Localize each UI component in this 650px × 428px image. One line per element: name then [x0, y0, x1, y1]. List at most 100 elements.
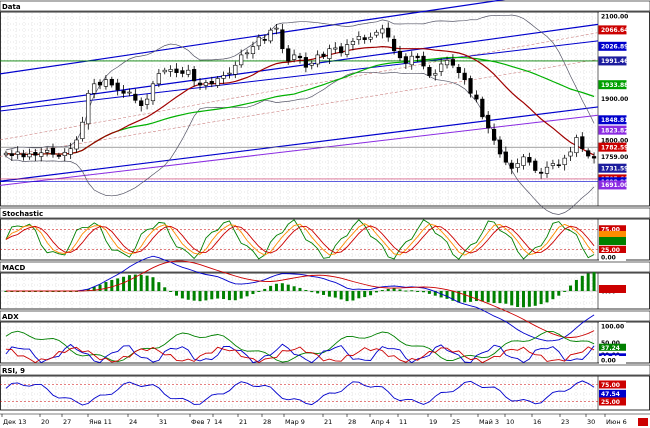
- x-tick-label: Мар 9: [285, 418, 305, 426]
- candle-body: [397, 50, 403, 59]
- candle-body: [374, 31, 379, 36]
- candle-body: [450, 59, 456, 66]
- price-label: 1933.88: [601, 82, 628, 89]
- macd-histogram-bar: [580, 275, 584, 291]
- macd-histogram-bar: [463, 291, 467, 303]
- candle-body: [86, 93, 91, 125]
- x-tick-label: 27: [63, 418, 71, 426]
- macd-histogram-bar: [222, 291, 226, 300]
- candle-body: [515, 163, 520, 168]
- macd-histogram-bar: [98, 284, 102, 291]
- candle-body: [250, 46, 256, 54]
- panel-title-bar: [0, 364, 650, 376]
- x-tick-label: 21: [239, 418, 247, 426]
- x-tick-label: 16: [533, 418, 541, 426]
- macd-histogram-bar: [27, 291, 31, 292]
- macd-histogram-bar: [427, 291, 431, 294]
- x-tick-label: 14: [214, 418, 222, 426]
- candle-body: [550, 163, 555, 166]
- macd-histogram-bar: [69, 291, 73, 292]
- price-label: 1823.82: [601, 127, 628, 134]
- macd-histogram-bar: [169, 291, 173, 292]
- candle-body: [15, 151, 20, 155]
- candle-body: [474, 94, 479, 100]
- adx-label: 0.00: [601, 357, 616, 364]
- price-label: 1782.59: [601, 144, 628, 151]
- candle-body: [509, 162, 514, 169]
- macd-histogram-bar: [45, 291, 49, 292]
- trend-channel-mid: [0, 23, 599, 108]
- corner-marker: [638, 418, 648, 426]
- macd-histogram-bar: [333, 291, 337, 298]
- candle-body: [591, 156, 597, 159]
- adx-line: [5, 330, 595, 363]
- candle-body: [168, 69, 173, 72]
- macd-histogram-bar: [422, 291, 426, 293]
- x-tick-label: Май 3: [479, 418, 499, 426]
- candle-body: [491, 128, 497, 141]
- candle-body: [580, 136, 585, 149]
- candle-body: [174, 68, 179, 73]
- stochastic-badge: [599, 245, 626, 254]
- candle-body: [162, 69, 167, 73]
- macd-histogram-bar: [233, 291, 237, 301]
- candle-body: [144, 98, 150, 105]
- macd-histogram-bar: [327, 291, 331, 297]
- candle-body: [574, 137, 579, 154]
- macd-histogram-bar: [245, 291, 249, 297]
- candle-body: [74, 139, 79, 150]
- macd-histogram-bar: [145, 275, 149, 291]
- macd-badge: [599, 285, 626, 293]
- price-label: 1800.00: [601, 137, 628, 144]
- price-badge: [598, 115, 627, 125]
- macd-histogram-bar: [257, 291, 261, 292]
- price-badge: [598, 25, 627, 35]
- candle-body: [486, 114, 491, 129]
- macd-histogram-bar: [586, 273, 590, 291]
- macd-histogram-bar: [310, 291, 314, 293]
- macd-line: [5, 255, 595, 342]
- macd-histogram-bar: [192, 291, 196, 301]
- panel-rsi: RSI, 9: [0, 364, 650, 411]
- panel-title: MACD: [2, 264, 26, 272]
- candle-body: [221, 75, 226, 79]
- candle-body: [115, 82, 120, 91]
- macd-histogram-bar: [316, 291, 320, 294]
- candle-body: [427, 67, 432, 76]
- x-tick-label: Янв 11: [89, 418, 112, 426]
- macd-histogram-bar: [298, 287, 302, 291]
- stochastic-label: 0.00: [601, 254, 616, 261]
- macd-histogram-bar: [357, 291, 361, 299]
- rsi-badge: [599, 380, 626, 389]
- macd-histogram-bar: [4, 291, 8, 292]
- candle-body: [3, 152, 9, 156]
- macd-histogram-bar: [304, 289, 308, 291]
- candle-body: [544, 166, 550, 174]
- candle-body: [239, 54, 244, 66]
- price-label: 2026.89: [601, 44, 628, 51]
- adx-label: 100.00: [601, 323, 624, 330]
- trend-dotted-1: [0, 32, 599, 141]
- macd-histogram-bar: [416, 291, 420, 292]
- candle-body: [133, 93, 138, 101]
- macd-histogram-bar: [286, 284, 290, 291]
- price-badge: [599, 135, 626, 144]
- x-tick-label: 11: [399, 418, 407, 426]
- bollinger-upper: [5, 14, 595, 151]
- macd-histogram-bar: [533, 291, 537, 306]
- candle-body: [45, 149, 50, 153]
- candle-body: [197, 82, 203, 86]
- candle-body: [139, 100, 144, 106]
- macd-histogram-bar: [563, 290, 567, 292]
- macd-histogram-bar: [180, 291, 184, 299]
- macd-histogram-bar: [63, 291, 67, 292]
- macd-histogram-bar: [345, 291, 349, 302]
- macd-histogram-bar: [480, 291, 484, 302]
- x-tick-label: 31: [159, 418, 167, 426]
- candle-body: [527, 156, 532, 163]
- stochastic-scale: 75.00 25.000.00: [599, 225, 626, 261]
- panel-title: Stochastic: [2, 210, 43, 218]
- macd-histogram-bar: [557, 291, 561, 296]
- adx-label: 50.00: [601, 340, 620, 347]
